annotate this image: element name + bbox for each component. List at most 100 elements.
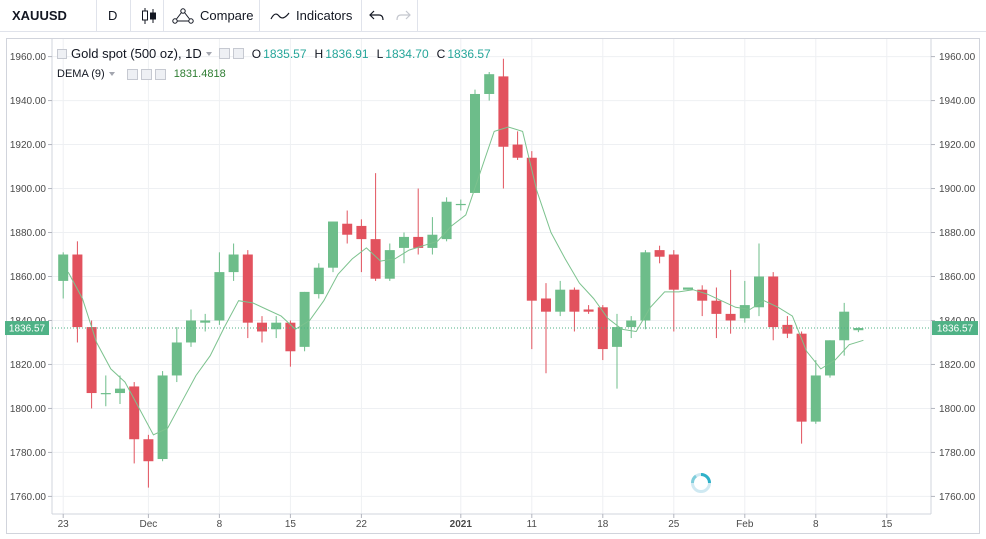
series-title: Gold spot (500 oz), 1D — [71, 46, 202, 61]
x-tick-label: 11 — [527, 519, 538, 530]
candle — [384, 243, 395, 281]
candle — [129, 382, 140, 464]
candle — [782, 316, 793, 339]
candle — [512, 131, 523, 160]
candle-body — [853, 328, 864, 331]
compare-button[interactable]: Compare — [172, 0, 253, 31]
candle-body — [825, 340, 835, 376]
x-tick-label: 15 — [881, 519, 893, 530]
candle — [370, 173, 381, 281]
candle-body — [370, 239, 381, 279]
y-tick-label: 1940.00 — [939, 96, 976, 107]
last-price-tag-right — [932, 321, 978, 336]
settings-icon[interactable] — [232, 48, 244, 59]
x-axis: 23 Dec 8 15 22 2021 11 18 25 Feb 8 15 — [58, 514, 893, 530]
candle — [399, 232, 409, 264]
x-tick-label: 25 — [668, 519, 680, 530]
y-tick-label: 1780.00 — [939, 448, 976, 459]
y-tick-label: 1760.00 — [939, 492, 976, 503]
toolbar-divider — [417, 0, 418, 31]
last-price-tag-left — [5, 321, 49, 336]
candle — [285, 320, 296, 367]
candle — [86, 320, 97, 409]
indicators-label: Indicators — [296, 8, 353, 23]
chevron-down-icon[interactable] — [205, 51, 212, 56]
interval-button[interactable]: D — [108, 8, 118, 23]
y-tick-label: 1800.00 — [10, 404, 47, 415]
candle — [200, 313, 211, 332]
last-price-line: 1836.57 1836.57 — [5, 321, 978, 336]
close-value: 1836.57 — [447, 46, 491, 61]
candle — [612, 313, 622, 389]
y-tick-label: 1760.00 — [10, 492, 47, 503]
symbol-search-button[interactable]: XAUUSD — [12, 8, 67, 23]
candle-body — [242, 254, 253, 323]
redo-button[interactable] — [395, 0, 411, 31]
collapse-legend-icon[interactable] — [57, 48, 67, 59]
x-tick-label: 23 — [58, 519, 70, 530]
chart-type-button[interactable] — [141, 0, 157, 31]
candle — [484, 71, 495, 101]
candle — [455, 199, 466, 211]
candle-body — [328, 221, 338, 268]
candle — [668, 250, 679, 332]
x-tick-label: 15 — [285, 519, 297, 530]
eye-icon[interactable] — [218, 48, 230, 59]
x-tick-label: 8 — [217, 519, 223, 530]
candle — [228, 243, 239, 281]
candle — [115, 375, 125, 405]
y-tick-label: 1900.00 — [10, 184, 47, 195]
indicator-value: 1831.4818 — [173, 68, 226, 80]
candle-body — [356, 225, 367, 240]
indicators-button[interactable]: Indicators — [270, 0, 352, 31]
candle-body — [839, 311, 850, 341]
x-tick-label: 2021 — [450, 519, 473, 530]
candle-body — [725, 313, 736, 321]
toolbar-divider — [130, 0, 131, 31]
candle — [541, 283, 551, 374]
candle — [498, 58, 509, 189]
candle — [242, 250, 253, 339]
candle — [413, 188, 424, 255]
candle-body — [668, 254, 679, 290]
candle-body — [498, 76, 509, 147]
candle-body — [541, 298, 551, 312]
candle — [654, 245, 665, 264]
candle-body — [711, 300, 722, 314]
open-label: O — [251, 46, 262, 61]
candle — [739, 280, 750, 323]
eye-icon[interactable] — [126, 68, 138, 80]
candle — [271, 316, 282, 339]
candle-body — [157, 375, 168, 460]
candle-body — [271, 322, 282, 330]
undo-icon — [369, 10, 384, 20]
candles-series — [58, 58, 864, 488]
y-tick-label: 1940.00 — [10, 96, 47, 107]
close-icon[interactable] — [154, 68, 166, 80]
candle — [58, 252, 69, 299]
x-tick-label: 22 — [356, 519, 368, 530]
candle-body — [782, 324, 793, 334]
y-tick-label: 1800.00 — [939, 404, 976, 415]
candle-body — [342, 223, 353, 235]
x-tick-label: Dec — [140, 519, 158, 530]
undo-button[interactable] — [369, 0, 385, 31]
candle-body — [413, 236, 424, 248]
candle — [257, 316, 267, 343]
close-label: C — [436, 46, 446, 61]
candle — [853, 327, 864, 333]
candle — [299, 291, 310, 352]
low-value: 1834.70 — [385, 46, 429, 61]
candle — [72, 241, 83, 343]
loading-spinner-icon — [691, 473, 711, 493]
x-tick-label: Feb — [736, 519, 754, 530]
chevron-down-icon[interactable] — [108, 72, 115, 76]
main-series-legend: Gold spot (500 oz), 1D O 1835.57 H 1836.… — [57, 46, 491, 61]
high-value: 1836.91 — [325, 46, 369, 61]
compare-label: Compare — [200, 8, 254, 23]
candle-body — [555, 289, 566, 312]
candle-body — [470, 93, 480, 193]
candle-body — [654, 250, 665, 257]
settings-icon[interactable] — [140, 68, 152, 80]
